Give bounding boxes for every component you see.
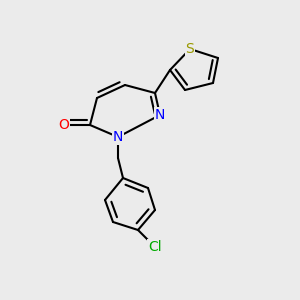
- Text: S: S: [186, 42, 194, 56]
- Text: N: N: [155, 108, 165, 122]
- Text: Cl: Cl: [148, 240, 162, 254]
- Text: O: O: [58, 118, 69, 132]
- Text: N: N: [113, 130, 123, 144]
